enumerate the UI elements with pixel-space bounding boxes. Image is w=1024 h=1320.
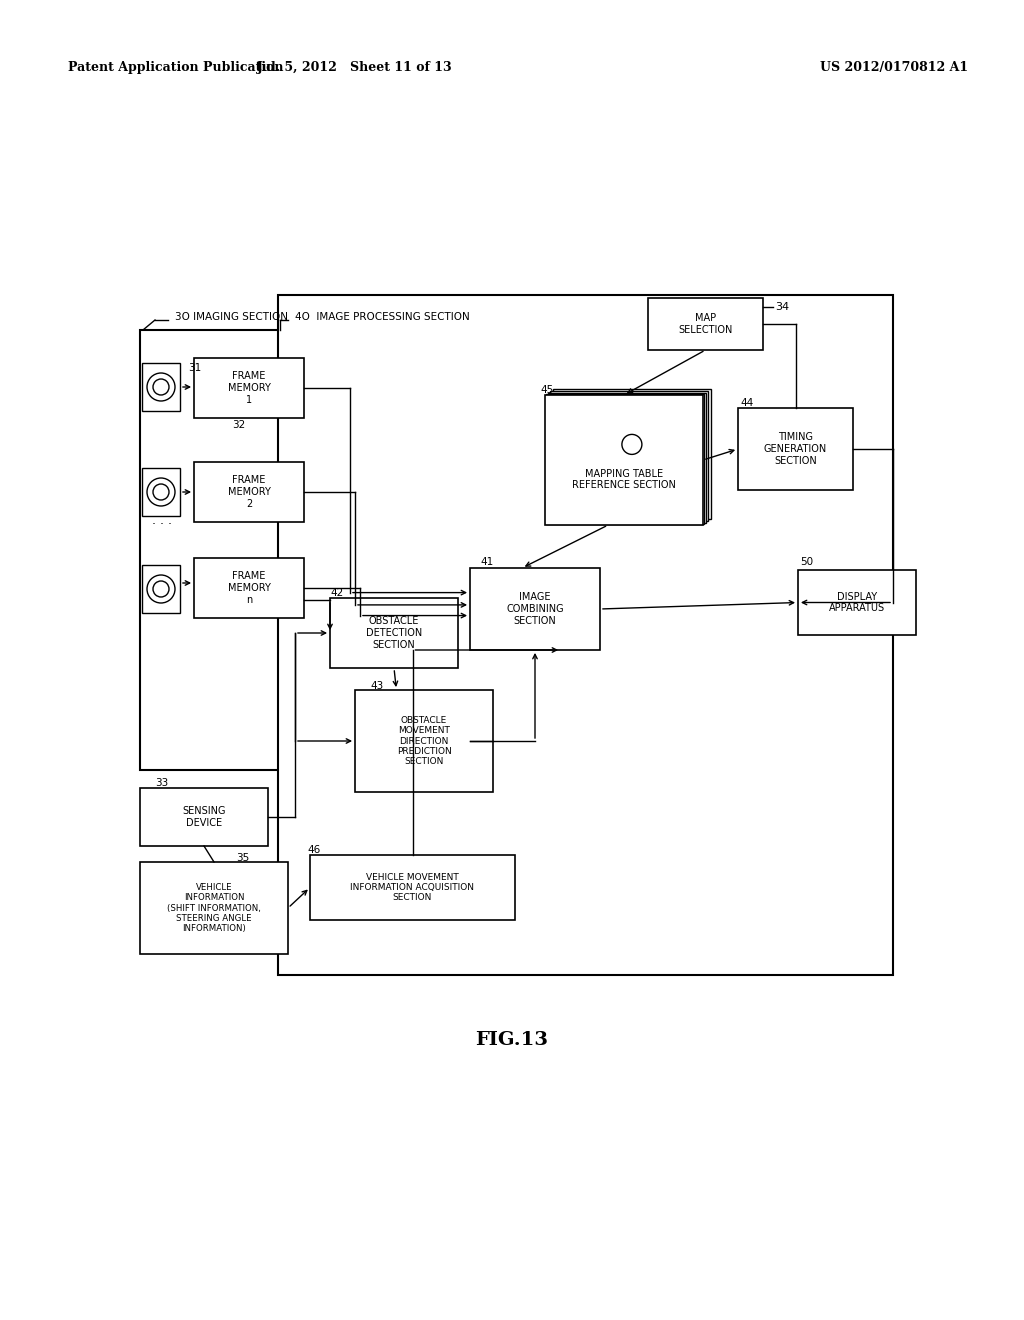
Bar xyxy=(142,565,180,612)
Text: US 2012/0170812 A1: US 2012/0170812 A1 xyxy=(820,62,968,74)
Text: FRAME
MEMORY
2: FRAME MEMORY 2 xyxy=(227,475,270,508)
Bar xyxy=(330,598,458,668)
Text: VEHICLE
INFORMATION
(SHIFT INFORMATION,
STEERING ANGLE
INFORMATION): VEHICLE INFORMATION (SHIFT INFORMATION, … xyxy=(167,883,261,933)
Text: FIG.13: FIG.13 xyxy=(475,1031,549,1049)
Text: 3O IMAGING SECTION: 3O IMAGING SECTION xyxy=(175,312,288,322)
Bar xyxy=(278,294,893,975)
Text: DISPLAY
APPARATUS: DISPLAY APPARATUS xyxy=(829,591,885,614)
Text: 44: 44 xyxy=(740,399,754,408)
Text: Patent Application Publication: Patent Application Publication xyxy=(68,62,284,74)
Bar xyxy=(545,395,703,525)
Bar xyxy=(738,408,853,490)
Bar xyxy=(648,298,763,350)
Bar xyxy=(194,558,304,618)
Bar xyxy=(553,388,711,519)
Bar xyxy=(355,690,493,792)
Text: 31: 31 xyxy=(188,363,202,374)
Bar xyxy=(798,570,916,635)
Text: IMAGE
COMBINING
SECTION: IMAGE COMBINING SECTION xyxy=(506,593,564,626)
Text: 41: 41 xyxy=(480,557,494,568)
Text: MAPPING TABLE
REFERENCE SECTION: MAPPING TABLE REFERENCE SECTION xyxy=(572,469,676,490)
Text: 43: 43 xyxy=(370,681,383,690)
Text: FRAME
MEMORY
n: FRAME MEMORY n xyxy=(227,572,270,605)
Bar xyxy=(310,855,515,920)
Bar xyxy=(546,395,705,524)
Bar xyxy=(194,462,304,521)
Bar xyxy=(140,330,335,770)
Text: VEHICLE MOVEMENT
INFORMATION ACQUISITION
SECTION: VEHICLE MOVEMENT INFORMATION ACQUISITION… xyxy=(350,873,474,903)
Text: FRAME
MEMORY
1: FRAME MEMORY 1 xyxy=(227,371,270,405)
Text: OBSTACLE
DETECTION
SECTION: OBSTACLE DETECTION SECTION xyxy=(366,616,422,649)
Bar xyxy=(142,363,180,411)
Bar xyxy=(548,392,706,523)
Text: Jul. 5, 2012   Sheet 11 of 13: Jul. 5, 2012 Sheet 11 of 13 xyxy=(257,62,453,74)
Text: · · ·: · · · xyxy=(152,519,172,532)
Text: 33: 33 xyxy=(155,777,168,788)
Text: 34: 34 xyxy=(775,302,790,312)
Text: TIMING
GENERATION
SECTION: TIMING GENERATION SECTION xyxy=(764,433,827,466)
Text: OBSTACLE
MOVEMENT
DIRECTION
PREDICTION
SECTION: OBSTACLE MOVEMENT DIRECTION PREDICTION S… xyxy=(396,715,452,767)
Text: MAP
SELECTION: MAP SELECTION xyxy=(678,313,733,335)
Text: 46: 46 xyxy=(307,845,321,855)
Bar xyxy=(142,469,180,516)
Text: 45: 45 xyxy=(540,385,553,395)
Text: 32: 32 xyxy=(232,420,246,430)
Bar xyxy=(194,358,304,418)
Text: 35: 35 xyxy=(236,853,249,863)
Text: 42: 42 xyxy=(330,587,343,598)
Bar xyxy=(550,391,708,521)
Bar xyxy=(140,862,288,954)
Text: 50: 50 xyxy=(800,557,813,568)
Bar xyxy=(140,788,268,846)
Text: SENSING
DEVICE: SENSING DEVICE xyxy=(182,807,225,828)
Bar xyxy=(470,568,600,649)
Text: 4O  IMAGE PROCESSING SECTION: 4O IMAGE PROCESSING SECTION xyxy=(295,312,470,322)
